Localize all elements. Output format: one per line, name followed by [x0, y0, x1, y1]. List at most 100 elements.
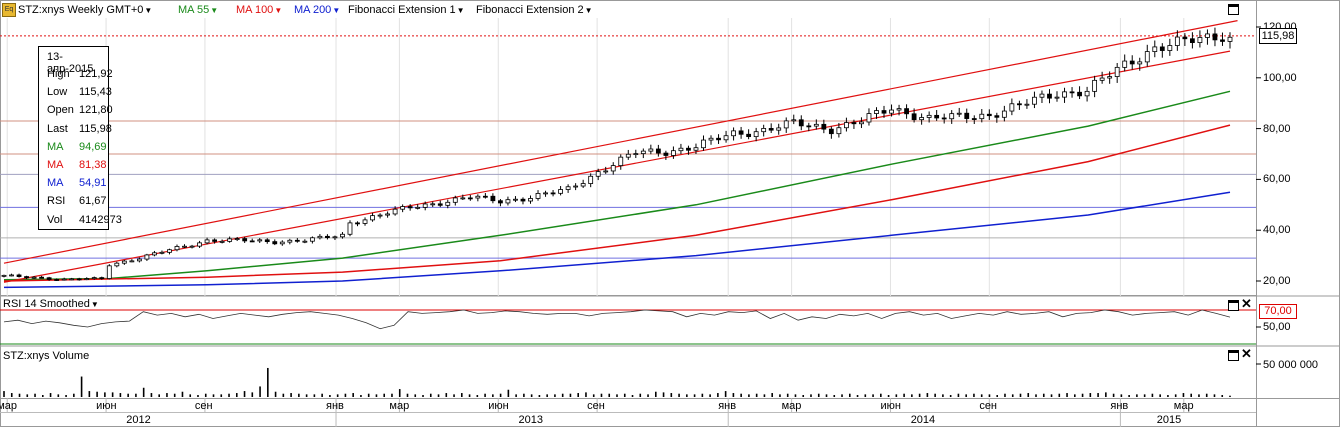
indicator-fib2-dropdown[interactable]: Fibonacci Extension 2▼: [476, 3, 593, 17]
month-label: сен: [979, 400, 998, 412]
candle-body: [24, 276, 29, 279]
chevron-down-icon: ▼: [144, 6, 153, 15]
info-key: Last: [47, 122, 68, 135]
maximize-rsi-panel-button[interactable]: [1228, 300, 1239, 311]
candle-body: [844, 122, 849, 129]
info-row: Vol 4142973: [47, 213, 122, 227]
info-key: Low: [47, 86, 68, 99]
info-value: 94,69: [79, 140, 107, 153]
candle-body: [355, 222, 360, 225]
maximize-volume-panel-button[interactable]: [1228, 350, 1239, 361]
candle-body: [1129, 60, 1135, 65]
year-label: 2015: [1156, 414, 1182, 426]
candle-body: [1152, 46, 1158, 52]
month-label: янв: [1110, 400, 1129, 412]
chevron-down-icon: ▼: [456, 6, 465, 15]
candle-body: [746, 133, 752, 138]
candle-body: [573, 185, 579, 188]
candle-body: [836, 127, 842, 135]
indicator-fib1-dropdown[interactable]: Fibonacci Extension 1▼: [348, 3, 465, 17]
horizontal-levels: [0, 35, 1256, 259]
info-key: RSI: [47, 195, 66, 208]
candle-body: [39, 276, 45, 279]
moving-average-line: [3, 124, 1231, 282]
candle-body: [460, 197, 466, 200]
candle-body: [242, 238, 248, 242]
price-panel-frame: [0, 0, 1257, 296]
candle-body: [482, 195, 488, 198]
indicator-label: MA 200: [294, 4, 332, 16]
price-axis-label: 20,00: [1263, 275, 1291, 287]
candle-body: [633, 153, 639, 156]
candle-body: [325, 235, 330, 239]
app-logo-icon: Eq: [2, 3, 16, 17]
info-value: 115,43: [79, 86, 112, 99]
info-row: Last 115,98: [47, 122, 112, 136]
chevron-down-icon: ▼: [584, 6, 593, 15]
candle-body: [309, 237, 315, 242]
indicator-ma200-dropdown[interactable]: MA 200▼: [294, 3, 340, 17]
indicator-label: Fibonacci Extension 2: [476, 4, 584, 16]
candle-body: [1205, 33, 1210, 38]
candle-body: [874, 110, 879, 114]
candle-body: [1137, 61, 1143, 65]
info-value: 115,98: [79, 122, 112, 135]
candle-body: [1122, 60, 1128, 68]
close-volume-panel-button[interactable]: ✕: [1241, 346, 1252, 361]
month-label: июн: [488, 400, 509, 412]
axis-ticks: [6, 26, 1261, 427]
candle-body: [1167, 45, 1173, 51]
candle-body: [249, 240, 255, 243]
maximize-price-panel-button[interactable]: [1228, 4, 1239, 15]
indicator-ma100-dropdown[interactable]: MA 100▼: [236, 3, 282, 17]
candle-body: [287, 239, 293, 243]
candle-body: [302, 240, 308, 243]
rsi-panel-title[interactable]: RSI 14 Smoothed▼: [3, 298, 99, 310]
candle-body: [663, 152, 669, 156]
candle-body: [1092, 79, 1098, 92]
candle-body: [889, 109, 894, 114]
candle-body: [686, 147, 691, 151]
info-key: MA: [47, 159, 64, 171]
candle-body: [257, 239, 263, 242]
info-value: 54,91: [79, 177, 107, 190]
candle-body: [851, 122, 857, 125]
price-axis-label: 80,00: [1263, 122, 1291, 135]
candle-body: [971, 118, 977, 120]
candle-body: [99, 277, 105, 279]
candle-body: [174, 246, 180, 251]
candle-body: [753, 131, 759, 138]
candle-body: [806, 125, 812, 128]
candle-body: [640, 150, 646, 155]
price-axis-label: 60,00: [1263, 173, 1291, 186]
channel-line: [3, 20, 1238, 264]
candle-body: [84, 278, 90, 280]
candle-body: [859, 121, 864, 125]
candle-body: [558, 189, 563, 194]
indicator-ma55-dropdown[interactable]: MA 55▼: [178, 3, 218, 17]
info-row: Open 121,80: [47, 103, 113, 117]
candle-body: [603, 170, 609, 173]
candle-body: [738, 130, 744, 135]
candle-body: [588, 175, 594, 184]
candle-body: [136, 258, 142, 262]
candle-body: [655, 148, 661, 154]
candle-body: [1227, 36, 1233, 42]
candle-body: [1009, 103, 1015, 112]
volume-axis-label: 50 000 000: [1263, 359, 1319, 371]
info-row: MA 54,91: [47, 176, 107, 190]
candle-body: [362, 219, 368, 224]
close-rsi-panel-button[interactable]: ✕: [1241, 296, 1252, 311]
price-axis-label: 40,00: [1263, 224, 1291, 237]
info-key: MA: [47, 177, 64, 190]
candle-body: [1062, 91, 1067, 98]
candle-body: [430, 203, 436, 206]
candle-body: [528, 198, 533, 202]
symbol-dropdown[interactable]: STZ:xnys Weekly GMT+0▼: [18, 3, 152, 17]
candle-body: [595, 171, 601, 177]
candle-body: [956, 112, 962, 115]
info-row: High 121,92: [47, 67, 113, 81]
candle-body: [941, 117, 947, 120]
candle-body: [791, 119, 797, 122]
candle-body: [513, 198, 518, 201]
